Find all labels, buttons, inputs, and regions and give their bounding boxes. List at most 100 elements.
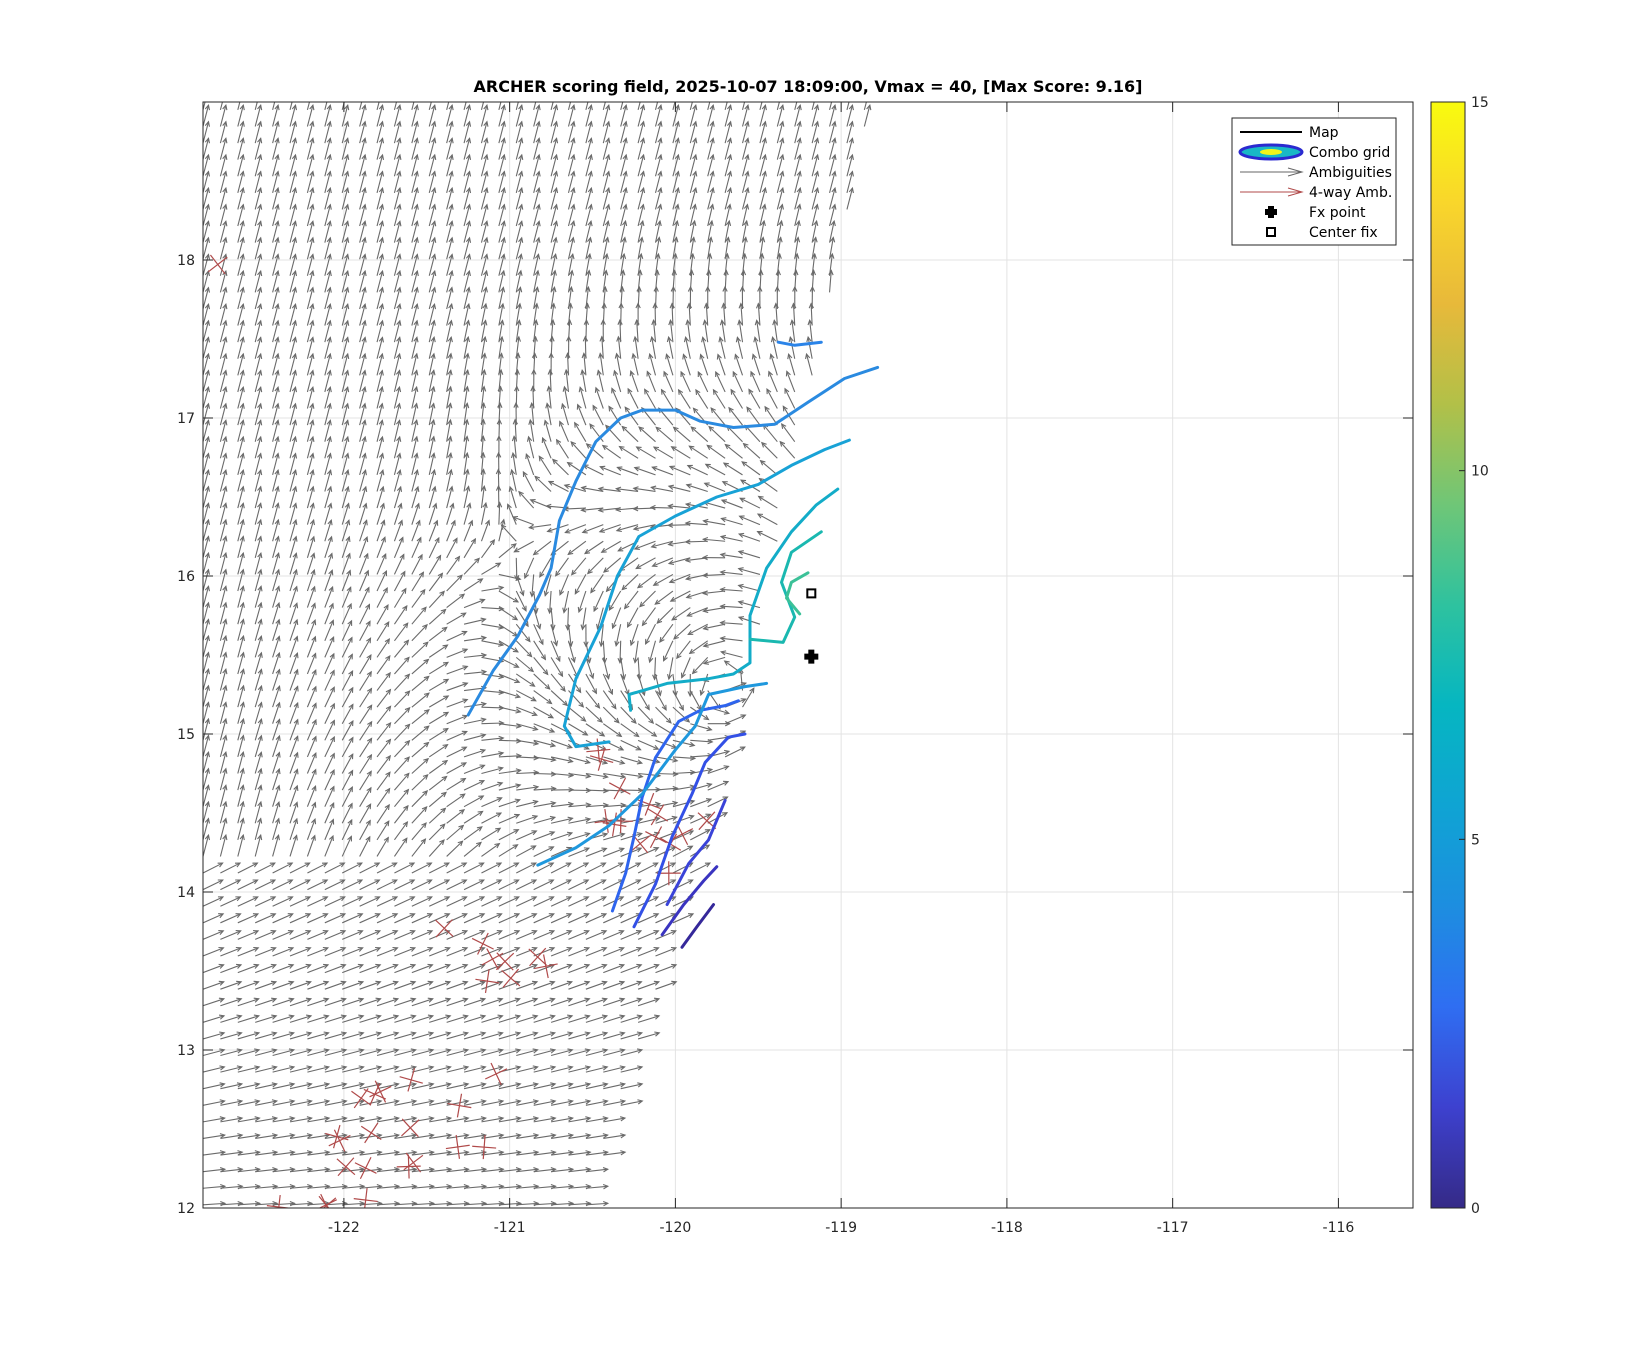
ambiguity-arrow [776,105,784,127]
ambiguity-arrow [254,171,262,193]
ambiguity-arrowhead [551,285,557,293]
ambiguity-arrow [689,220,696,243]
ambiguity-arrow [254,221,262,243]
ambiguity-arrow [324,204,331,227]
ambiguity-arrow [511,469,517,492]
ambiguity-arrowhead [441,775,448,782]
ambiguity-arrow [481,1032,503,1040]
ambiguity-arrow [620,154,627,177]
ambiguity-arrowhead [638,426,645,432]
ambiguity-arrowhead [239,120,245,127]
ambiguity-arrow [376,1100,399,1106]
ambiguity-arrow [393,503,402,525]
ambiguity-arrow [551,1185,574,1189]
ambiguity-arrowhead [515,1082,522,1088]
ambiguity-arrowhead [374,930,382,935]
ambiguity-arrowhead [239,651,246,658]
ambiguity-arrow [446,1151,469,1156]
ambiguity-arrow [411,758,429,774]
ambiguity-arrow [463,287,470,310]
ambiguity-arrowhead [431,103,437,111]
ambiguity-arrow [515,237,523,260]
ambiguity-arrowhead [427,930,434,935]
ambiguity-arrow [324,486,332,509]
ambiguity-arrowhead [384,638,391,645]
ambiguity-arrowhead [580,368,586,376]
ambiguity-arrow [555,557,569,577]
ambiguity-arrow [581,507,604,511]
ambiguity-arrowhead [323,1048,330,1054]
ambiguity-arrow [359,520,368,542]
ambiguity-arrowhead [512,597,520,603]
ambiguity-arrow [550,947,572,957]
ambiguity-arrowhead [479,598,486,604]
ambiguity-arrow [237,154,244,177]
ambiguity-arrowhead [805,352,811,360]
ambiguity-arrowhead [366,753,373,760]
ambiguity-arrowhead [619,759,626,765]
ambiguity-arrowhead [396,435,402,442]
ambiguity-arrowhead [326,452,332,459]
ambiguity-arrowhead [222,352,228,360]
ambiguity-arrow [272,818,280,841]
ambiguity-arrow [550,187,558,210]
ambiguity-arrowhead [367,737,373,744]
ambiguity-arrowhead [292,518,298,526]
ambiguity-arrow [661,389,674,409]
ambiguity-arrowhead [257,468,263,476]
ambiguity-arrowhead [205,89,209,94]
ambiguity-arrowhead [743,203,750,210]
ambiguity-arrow [254,602,262,625]
ambiguity-arrowhead [567,549,574,556]
ambiguity-arrowhead [413,336,419,343]
ambiguity-arrowhead [391,879,398,885]
ambiguity-arrowhead [236,1048,243,1054]
ambiguity-arrowhead [383,836,389,843]
ambiguity-arrowhead [671,963,678,969]
ambiguity-arrow [672,220,678,243]
ambiguity-arrowhead [204,170,211,177]
ambiguity-arrow [220,1151,243,1156]
ambiguity-arrow [581,487,604,493]
ambiguity-arrow [306,221,314,243]
ambiguity-arrow [498,930,520,940]
ambiguity-arrow [394,756,410,774]
ambiguity-arrowhead [480,701,488,707]
ambiguity-arrow [342,1168,365,1173]
ambiguity-arrowhead [311,635,317,642]
ambiguity-arrow [480,486,485,509]
ambiguity-arrowhead [222,303,228,310]
ambiguity-arrow [446,896,467,907]
ambiguity-arrowhead [378,103,385,111]
ambiguity-arrowhead [584,1065,592,1071]
ambiguity-arrow [411,624,428,642]
ambiguity-arrowhead [254,1150,261,1156]
ambiguity-arrowhead [239,286,245,293]
ambiguity-arrowhead [252,913,260,919]
ambiguity-arrow [393,171,401,193]
ambiguity-arrowhead [533,607,539,615]
ambiguity-arrowhead [583,548,591,555]
ambiguity-arrow [568,1151,591,1156]
ambiguity-arrow [306,536,315,558]
ambiguity-arrowhead [239,485,245,492]
y-tick-label: 14 [177,885,195,901]
ambiguity-arrowhead [357,879,364,885]
ambiguity-arrowhead [274,319,280,326]
ambiguity-arrow [394,1100,417,1106]
ambiguity-arrow [563,386,570,409]
ambiguity-arrowhead [737,600,744,606]
ambiguity-arrowhead [704,463,711,469]
ambiguity-arrow [707,796,728,808]
ambiguity-arrow [549,590,552,613]
ambiguity-arrow [203,387,210,409]
ambiguity-arrow [307,1100,330,1106]
ambiguity-arrowhead [461,913,468,919]
ambiguity-arrow [637,286,640,310]
ambiguity-arrowhead [461,896,468,902]
ambiguity-arrowhead [611,623,617,630]
ambiguity-arrowhead [548,862,555,868]
ambiguity-arrowhead [684,717,691,723]
ambiguity-arrowhead [497,1048,504,1054]
ambiguity-arrow [429,1168,452,1173]
